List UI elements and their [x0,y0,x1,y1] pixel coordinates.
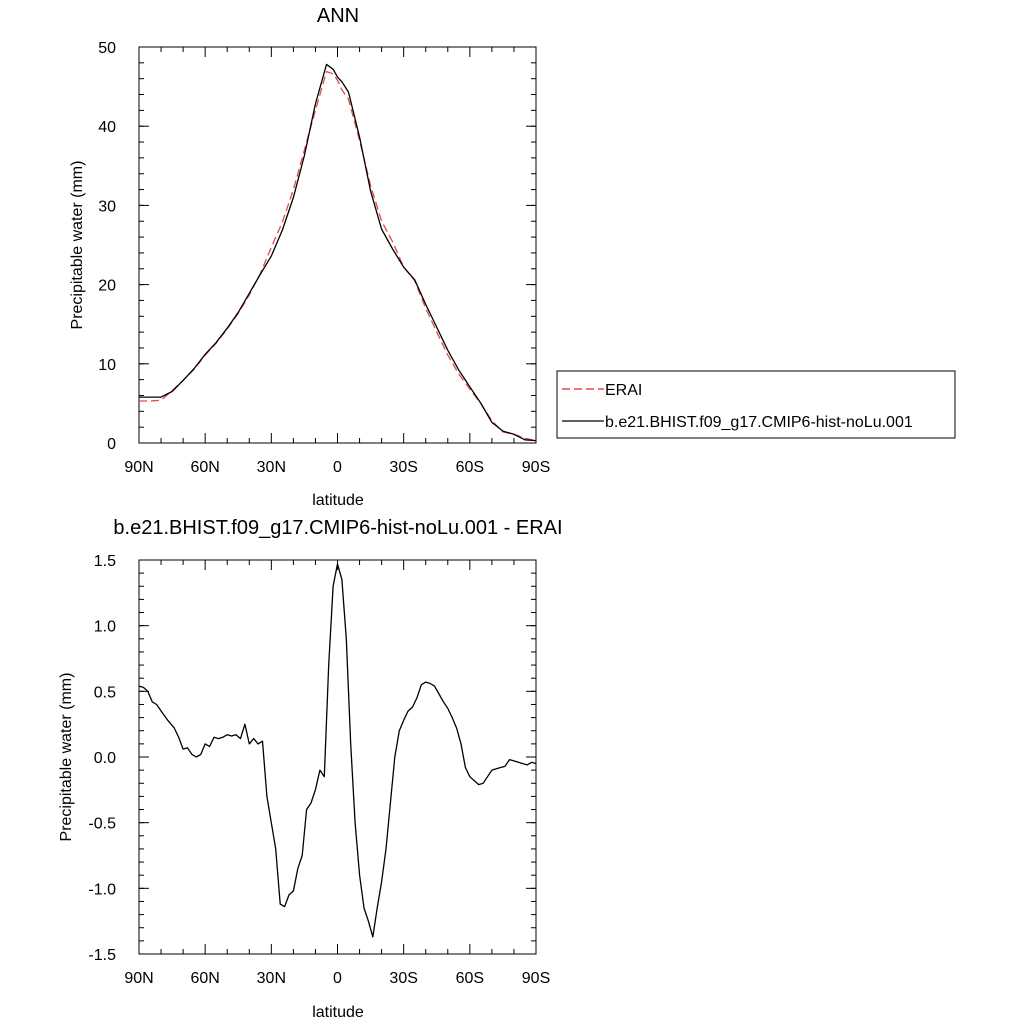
top-axis-ticks: 90N 60N 30N 0 30S 60S 90S 0 10 20 30 40 50 [98,40,550,476]
bottom-y-tick-label: -1.5 [88,947,116,964]
top-x-tick-label: 90N [124,459,153,476]
top-y-axis-title: Precipitable water (mm) [69,161,86,330]
bottom-x-tick-label: 90S [522,970,550,987]
top-y-tick-label: 50 [98,40,116,57]
bottom-y-tick-label: 1.0 [94,619,116,636]
bottom-y-tick-label: 0.0 [94,750,116,767]
top-x-tick-label: 60N [190,459,219,476]
bottom-series-line-solid [138,563,537,938]
top-x-tick-label: 30N [257,459,286,476]
top-y-tick-label: 40 [98,119,116,136]
bottom-axis-ticks: 90N 60N 30N 0 30S 60S 90S 1.5 1.0 0.5 0.0 -0.5 -1.0 -… [88,553,550,987]
bottom-x-tick-label: 0 [333,970,342,987]
top-line-chart: ANN 90N 60N 30N 0 30S 60S 90S 0 10 20 30 40 50 latit… [69,5,550,509]
bottom-plot-frame [138,559,537,955]
bottom-chart-title: b.e21.BHIST.f09_g17.CMIP6-hist-noLu.001 … [113,517,562,539]
legend-box [556,370,956,439]
bottom-y-axis-title: Precipitable water (mm) [58,673,75,842]
bottom-y-tick-label: -0.5 [88,816,116,833]
top-series-line-dashed [139,70,537,442]
bottom-y-tick-label: 1.5 [94,553,116,570]
bottom-x-tick-label: 30N [257,970,286,987]
top-x-tick-label: 90S [522,459,550,476]
bottom-x-axis-title: latitude [312,1004,364,1021]
bottom-x-tick-label: 60N [190,970,219,987]
legend-erai-label: ERAI [605,382,642,399]
top-x-tick-label: 0 [333,459,342,476]
top-series-line-solid [139,63,537,442]
bottom-x-tick-label: 30S [389,970,417,987]
top-plot-frame [138,46,537,444]
top-y-tick-label: 30 [98,198,116,215]
bottom-series-group [138,563,537,938]
bottom-x-tick-label: 60S [456,970,484,987]
top-x-tick-label: 30S [389,459,417,476]
bottom-y-tick-label: 0.5 [94,684,116,701]
top-x-axis-title: latitude [312,492,364,509]
top-y-tick-label: 20 [98,278,116,295]
legend-model-label: b.e21.BHIST.f09_g17.CMIP6-hist-noLu.001 [605,414,913,431]
top-x-tick-label: 60S [456,459,484,476]
top-y-tick-label: 10 [98,357,116,374]
top-series-group [139,63,537,442]
legend: ERAI b.e21.BHIST.f09_g17.CMIP6-hist-noLu… [556,370,956,439]
bottom-x-tick-label: 90N [124,970,153,987]
top-chart-title: ANN [317,5,359,27]
bottom-y-tick-label: -1.0 [88,881,116,898]
bottom-line-chart: b.e21.BHIST.f09_g17.CMIP6-hist-noLu.001 … [58,517,563,1021]
top-y-tick-label: 0 [107,436,116,453]
